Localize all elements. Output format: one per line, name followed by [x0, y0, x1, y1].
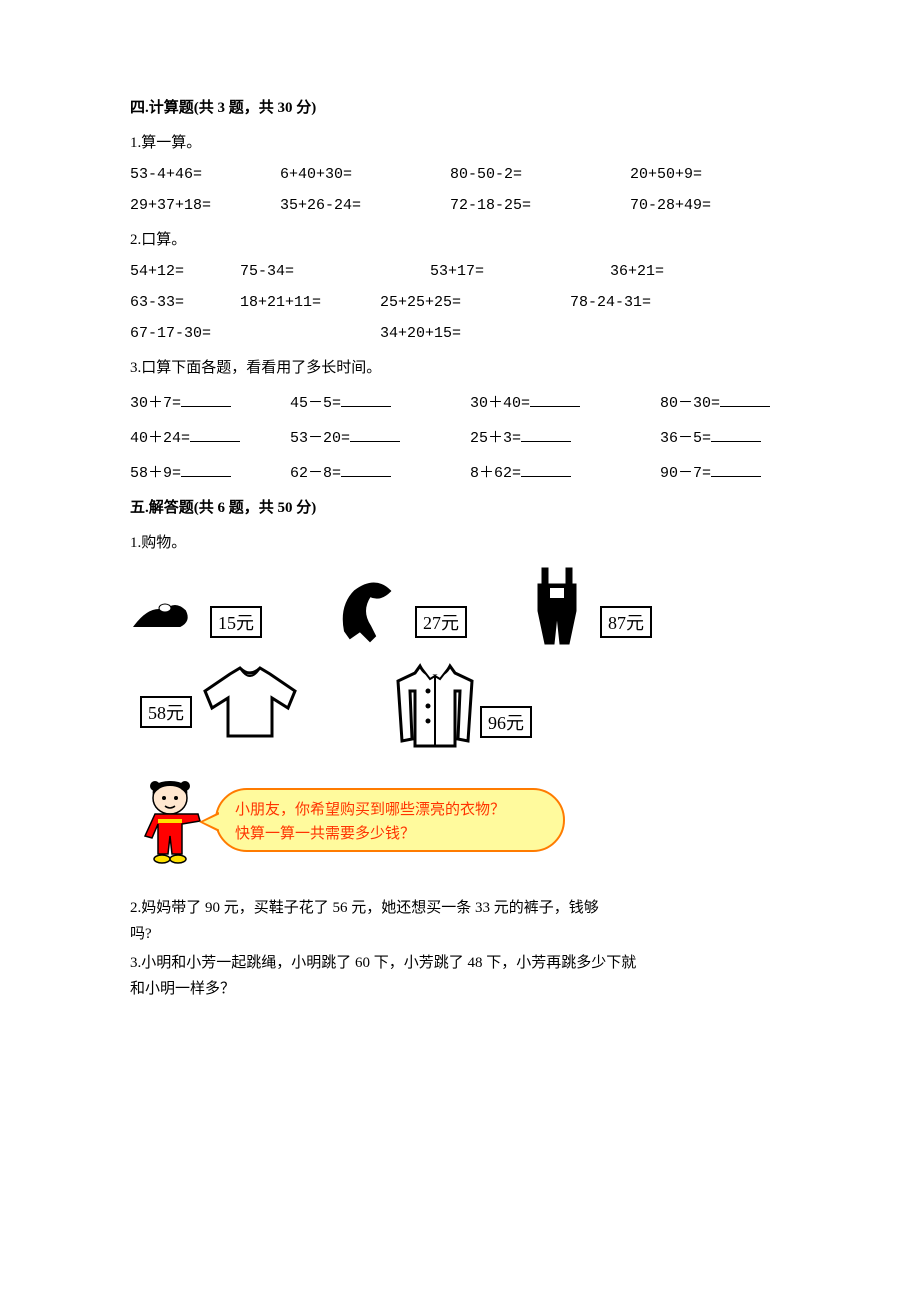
q4-2-row1: 54+12= 75-34= 53+17= 36+21= [130, 263, 790, 280]
scarf-price: 27元 [415, 606, 467, 638]
q4-1-row2: 29+37+18= 35+26-24= 72-18-25= 70-28+49= [130, 197, 790, 214]
eq-cell: 78-24-31= [570, 294, 720, 311]
eq-cell: 18+21+11= [240, 294, 380, 311]
eq-cell: 80－30= [660, 391, 790, 412]
eq-cell: 30＋7= [130, 391, 290, 412]
eq-cell: 36－5= [660, 426, 790, 447]
q5-2-text: 2.妈妈带了 90 元，买鞋子花了 56 元，她还想买一条 33 元的裤子，钱够… [130, 896, 790, 947]
eq-cell: 53－20= [290, 426, 470, 447]
eq-cell: 6+40+30= [280, 166, 450, 183]
eq-cell: 34+20+15= [380, 325, 630, 342]
eq-cell: 63-33= [130, 294, 240, 311]
eq-cell: 70-28+49= [630, 197, 780, 214]
speech-bubble: 小朋友，你希望购买到哪些漂亮的衣物？ 快算一算一共需要多少钱？ [215, 788, 565, 852]
q5-1-label: 1.购物。 [130, 531, 790, 552]
q4-2-row3: 67-17-30= 34+20+15= [130, 325, 790, 342]
overalls-icon [530, 566, 585, 646]
bubble-line2: 快算一算一共需要多少钱？ [235, 822, 545, 846]
eq-cell: 53+17= [430, 263, 610, 280]
bubble-line1: 小朋友，你希望购买到哪些漂亮的衣物？ [235, 798, 545, 822]
overalls-price: 87元 [600, 606, 652, 638]
eq-cell: 20+50+9= [630, 166, 780, 183]
eq-cell: 54+12= [130, 263, 240, 280]
q4-3-row2: 40＋24= 53－20= 25＋3= 36－5= [130, 426, 790, 447]
section-5-title: 五.解答题(共 6 题，共 50 分) [130, 496, 790, 517]
eq-cell: 75-34= [240, 263, 430, 280]
eq-cell: 80-50-2= [450, 166, 630, 183]
eq-cell: 72-18-25= [450, 197, 630, 214]
eq-cell: 58＋9= [130, 461, 290, 482]
section-4-title: 四.计算题(共 3 题，共 30 分) [130, 96, 790, 117]
eq-cell: 30＋40= [470, 391, 660, 412]
eq-cell: 40＋24= [130, 426, 290, 447]
eq-cell: 8＋62= [470, 461, 660, 482]
eq-cell: 45－5= [290, 391, 470, 412]
scarf-icon [330, 576, 410, 646]
tshirt-price: 58元 [140, 696, 192, 728]
eq-cell: 25+25+25= [380, 294, 570, 311]
q4-1-label: 1.算一算。 [130, 131, 790, 152]
q4-1-row1: 53-4+46= 6+40+30= 80-50-2= 20+50+9= [130, 166, 790, 183]
jacket-icon [390, 661, 480, 751]
q4-3-label: 3.口算下面各题，看看用了多长时间。 [130, 356, 790, 377]
q4-3-row1: 30＋7= 45－5= 30＋40= 80－30= [130, 391, 790, 412]
eq-cell: 36+21= [610, 263, 760, 280]
tshirt-icon [200, 666, 300, 741]
eq-cell: 35+26-24= [280, 197, 450, 214]
hat-price: 15元 [210, 606, 262, 638]
q4-2-row2: 63-33= 18+21+11= 25+25+25= 78-24-31= [130, 294, 790, 311]
eq-cell: 90－7= [660, 461, 790, 482]
jacket-price: 96元 [480, 706, 532, 738]
eq-cell: 67-17-30= [130, 325, 380, 342]
eq-cell: 62－8= [290, 461, 470, 482]
eq-cell: 29+37+18= [130, 197, 280, 214]
shopping-image: 15元 27元 87元 58元 96元 [130, 566, 690, 866]
eq-cell: 53-4+46= [130, 166, 280, 183]
q4-2-label: 2.口算。 [130, 228, 790, 249]
q4-3-row3: 58＋9= 62－8= 8＋62= 90－7= [130, 461, 790, 482]
hat-icon [130, 596, 200, 636]
q5-3-text: 3.小明和小芳一起跳绳，小明跳了 60 下，小芳跳了 48 下，小芳再跳多少下就… [130, 951, 790, 1002]
eq-cell: 25＋3= [470, 426, 660, 447]
